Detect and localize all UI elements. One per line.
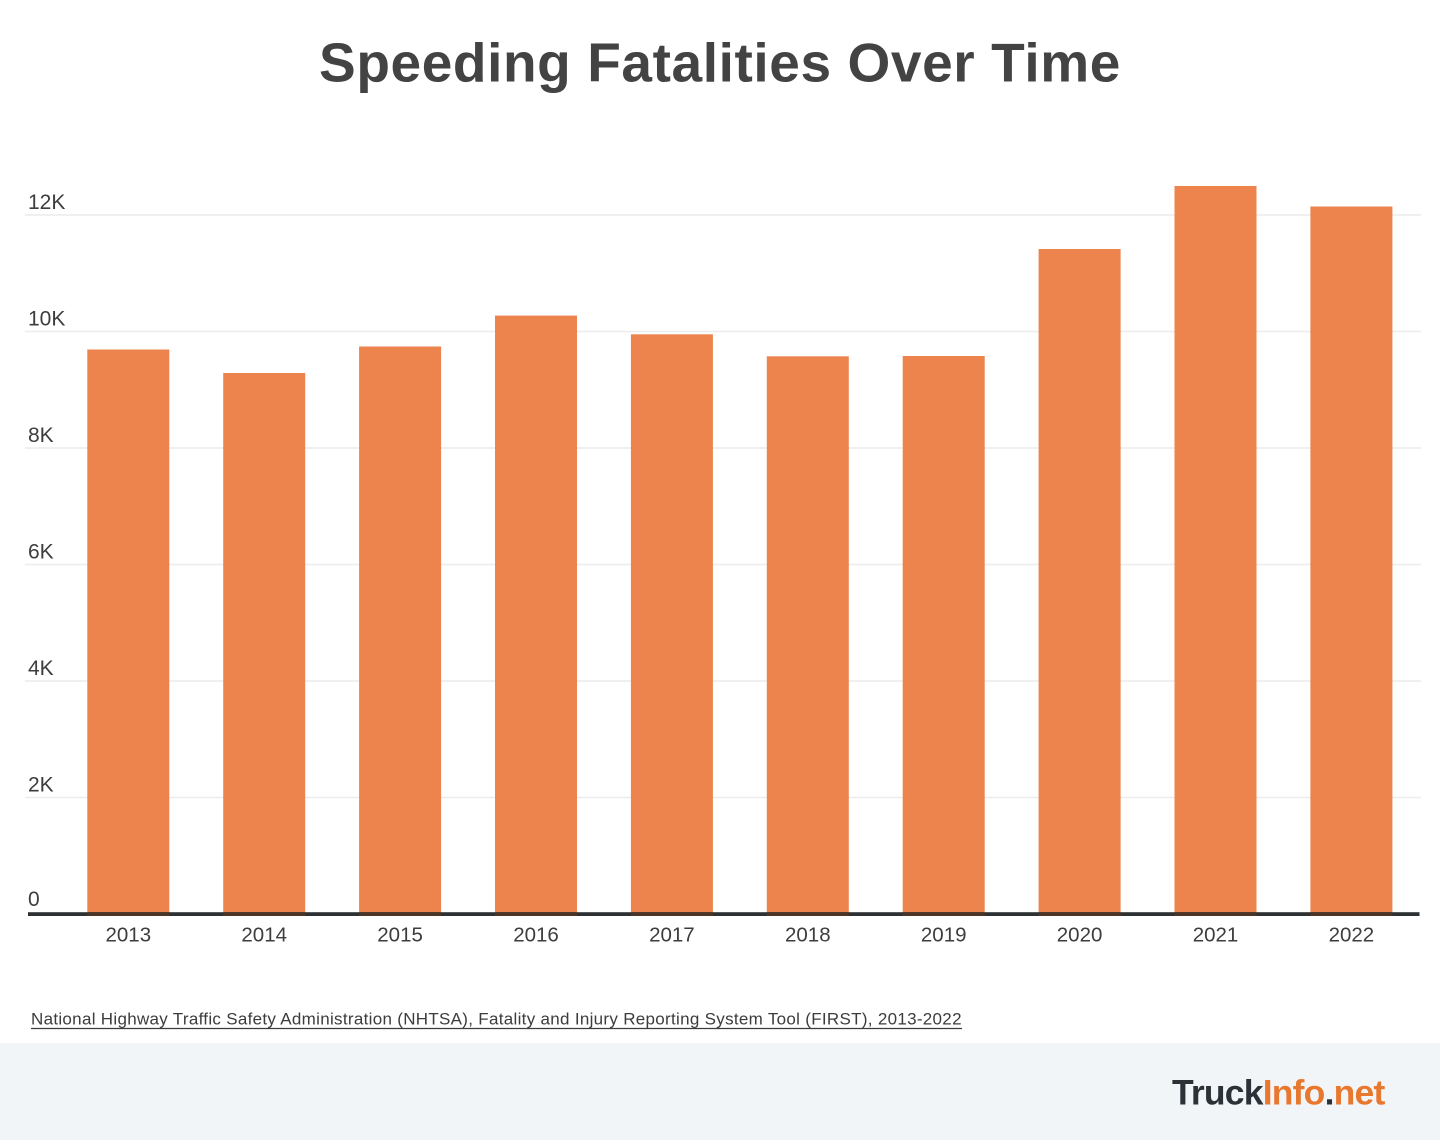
svg-text:8K: 8K [28, 424, 54, 447]
svg-text:Speeding Fatalities Over Time: Speeding Fatalities Over Time [319, 32, 1121, 94]
svg-text:12K: 12K [28, 191, 65, 214]
svg-text:2018: 2018 [785, 924, 831, 947]
svg-text:2020: 2020 [1057, 924, 1103, 947]
svg-text:4K: 4K [28, 657, 54, 680]
svg-text:2013: 2013 [105, 924, 151, 947]
svg-text:2022: 2022 [1329, 924, 1375, 947]
svg-text:2021: 2021 [1193, 924, 1239, 947]
svg-text:2017: 2017 [649, 924, 695, 947]
svg-text:2016: 2016 [513, 924, 559, 947]
svg-text:2014: 2014 [241, 924, 287, 947]
svg-text:TruckInfo.net: TruckInfo.net [1172, 1072, 1385, 1112]
svg-text:2K: 2K [28, 774, 54, 797]
svg-text:2019: 2019 [921, 924, 967, 947]
svg-text:National Highway Traffic Safet: National Highway Traffic Safety Administ… [31, 1009, 962, 1028]
svg-text:10K: 10K [28, 308, 65, 331]
svg-text:2015: 2015 [377, 924, 423, 947]
svg-text:0: 0 [28, 888, 40, 911]
svg-text:6K: 6K [28, 541, 54, 564]
